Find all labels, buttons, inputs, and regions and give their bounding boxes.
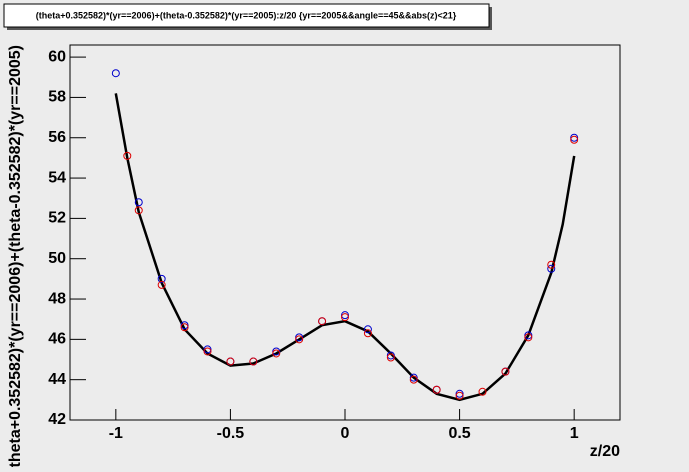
data-point: [134, 206, 143, 215]
y-tick-label: 52: [48, 210, 66, 227]
data-point: [341, 313, 349, 322]
data-point: [203, 345, 212, 354]
data-point: [318, 317, 327, 326]
data-point: [409, 373, 418, 382]
y-tick-label: 50: [48, 250, 66, 267]
x-tick-label: -1: [109, 425, 123, 442]
y-axis-label: (theta+0.352582)*(yr==2006)+(theta-0.352…: [7, 45, 24, 467]
data-point: [524, 331, 533, 340]
chart-title: (theta+0.352582)*(yr==2006)+(theta-0.352…: [36, 10, 457, 20]
data-point: [455, 391, 464, 400]
data-point: [570, 135, 579, 144]
data-point: [363, 325, 372, 334]
y-tick-label: 42: [48, 411, 66, 428]
plot-frame: [69, 44, 621, 421]
data-point: [180, 323, 189, 332]
data-point: [547, 260, 556, 269]
data-point: [272, 349, 281, 358]
y-tick-label: 56: [48, 129, 66, 146]
data-point: [341, 311, 349, 320]
data-point: [386, 353, 395, 362]
data-point: [501, 367, 510, 376]
y-tick-label: 44: [48, 371, 66, 388]
data-point: [570, 133, 579, 142]
y-tick-label: 58: [48, 89, 66, 106]
data-point: [455, 389, 464, 398]
title-box: [3, 3, 490, 28]
data-point: [111, 69, 120, 78]
data-point: [363, 329, 372, 338]
x-tick-label: 0.5: [448, 425, 470, 442]
y-tick-label: 60: [48, 48, 66, 65]
data-point: [272, 347, 281, 356]
data-point: [123, 151, 132, 160]
data-point: [547, 264, 556, 273]
y-tick-label: 48: [48, 290, 66, 307]
data-point: [226, 357, 235, 366]
y-tick-label: 54: [48, 169, 66, 186]
data-point: [295, 333, 304, 342]
data-point: [157, 274, 166, 283]
data-point: [203, 347, 212, 356]
x-tick-label: -0.5: [217, 425, 245, 442]
data-point: [432, 385, 441, 394]
data-point: [295, 335, 304, 344]
x-tick-label: 0: [341, 425, 350, 442]
data-point: [524, 333, 533, 342]
data-point: [180, 321, 189, 330]
data-point: [478, 387, 487, 396]
data-point: [134, 198, 143, 207]
data-point: [386, 351, 395, 360]
data-point: [249, 357, 258, 366]
data-point: [409, 375, 418, 384]
x-tick-label: 1: [570, 425, 579, 442]
y-tick-label: 46: [48, 331, 66, 348]
fit-line: [114, 93, 576, 402]
data-point: [157, 280, 166, 289]
x-axis-label: z/20: [590, 443, 620, 460]
